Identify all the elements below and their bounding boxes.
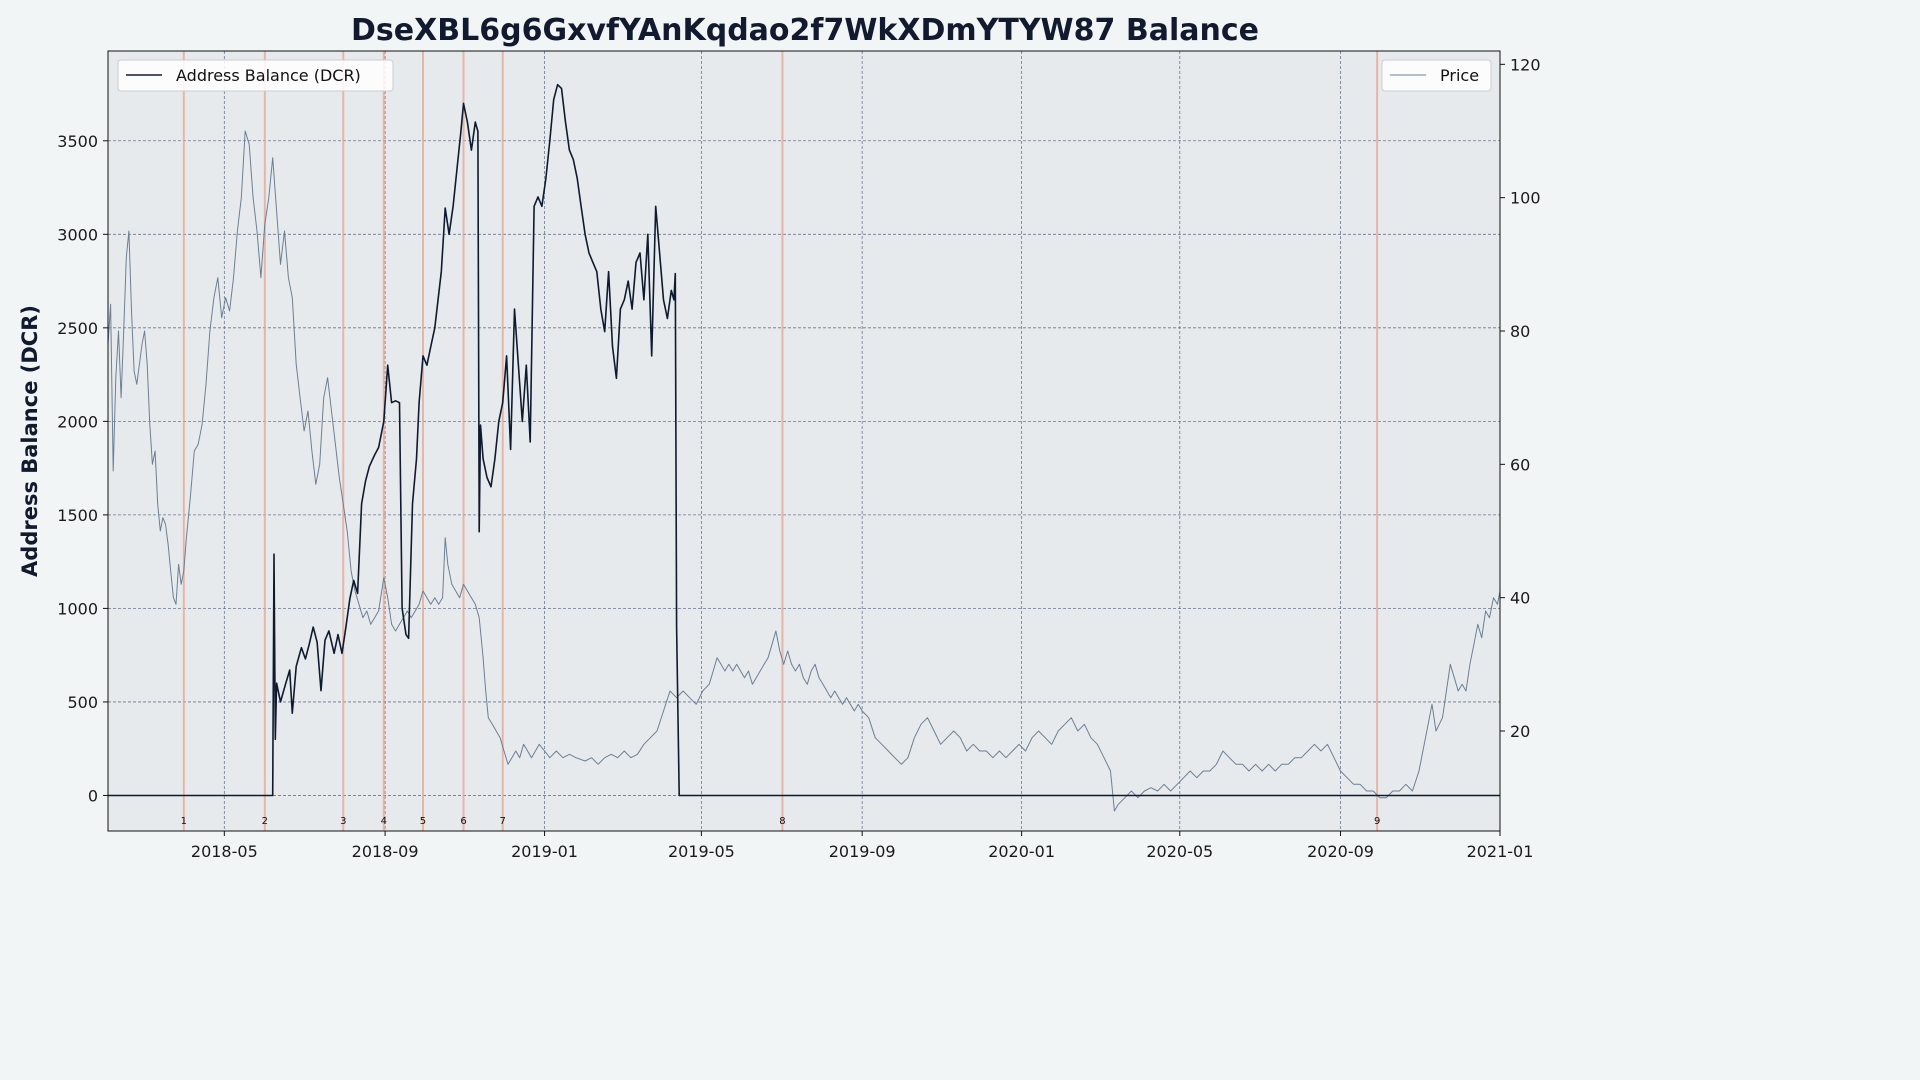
event-markers: 1 2 3 4 5 6 7 8 9 — [181, 51, 1380, 831]
legend-balance: Address Balance (DCR) — [117, 59, 394, 92]
chart-title: DseXBL6g6GxvfYAnKqdao2f7WkXDmYTYW87 Bala… — [351, 13, 1259, 48]
event-label: 3 — [340, 816, 346, 827]
x-tick-label: 2021-01 — [1467, 842, 1534, 861]
x-tick-label: 2018-09 — [352, 842, 419, 861]
series-lines — [107, 83, 1501, 812]
event-label: 4 — [381, 816, 387, 827]
price-series-line — [107, 130, 1501, 812]
x-tick-label: 2020-09 — [1307, 842, 1374, 861]
y-tick-label: 1000 — [57, 599, 98, 618]
grid-lines — [108, 51, 1500, 831]
event-label: 9 — [1374, 816, 1380, 827]
event-label: 1 — [181, 816, 187, 827]
y-axis-ticks: 0 500 1000 1500 2000 2500 3000 3500 — [57, 132, 108, 805]
event-label: 2 — [262, 816, 268, 827]
y-tick-label: 1500 — [57, 506, 98, 525]
legend-price-box — [1381, 59, 1492, 92]
x-tick-label: 2019-09 — [829, 842, 896, 861]
y-tick-label: 3000 — [57, 225, 98, 244]
x-axis-ticks: 2018-05 2018-09 2019-01 2019-05 2019-09 2020-… — [191, 831, 1534, 861]
y-tick-label: 3500 — [57, 132, 98, 151]
y-tick-label: 500 — [67, 693, 98, 712]
plot-area — [107, 50, 1501, 832]
y2-tick-label: 100 — [1510, 189, 1541, 208]
y2-tick-label: 60 — [1510, 455, 1530, 474]
x-tick-label: 2020-01 — [988, 842, 1055, 861]
y2-axis-ticks: 20 40 60 80 100 120 — [1500, 55, 1541, 741]
y2-tick-label: 80 — [1510, 322, 1530, 341]
event-label: 7 — [500, 816, 506, 827]
y-tick-label: 2000 — [57, 412, 98, 431]
y-tick-label: 2500 — [57, 319, 98, 338]
legend-balance-box — [117, 59, 394, 92]
legend-price: Price — [1381, 59, 1492, 92]
event-label: 6 — [460, 816, 466, 827]
event-label: 5 — [420, 816, 426, 827]
x-tick-label: 2018-05 — [191, 842, 258, 861]
y2-tick-label: 20 — [1510, 722, 1530, 741]
x-tick-label: 2020-05 — [1146, 842, 1213, 861]
y-axis-label: Address Balance (DCR) — [18, 305, 42, 577]
y-tick-label: 0 — [88, 786, 98, 805]
plot-frame — [107, 50, 1501, 832]
y2-tick-label: 120 — [1510, 55, 1541, 74]
legend-balance-label: Address Balance (DCR) — [176, 66, 361, 85]
y2-tick-label: 40 — [1510, 589, 1530, 608]
x-tick-label: 2019-01 — [511, 842, 578, 861]
legend-price-label: Price — [1440, 66, 1479, 85]
balance-series-line — [108, 83, 1500, 797]
event-label: 8 — [779, 816, 785, 827]
x-tick-label: 2019-05 — [668, 842, 735, 861]
